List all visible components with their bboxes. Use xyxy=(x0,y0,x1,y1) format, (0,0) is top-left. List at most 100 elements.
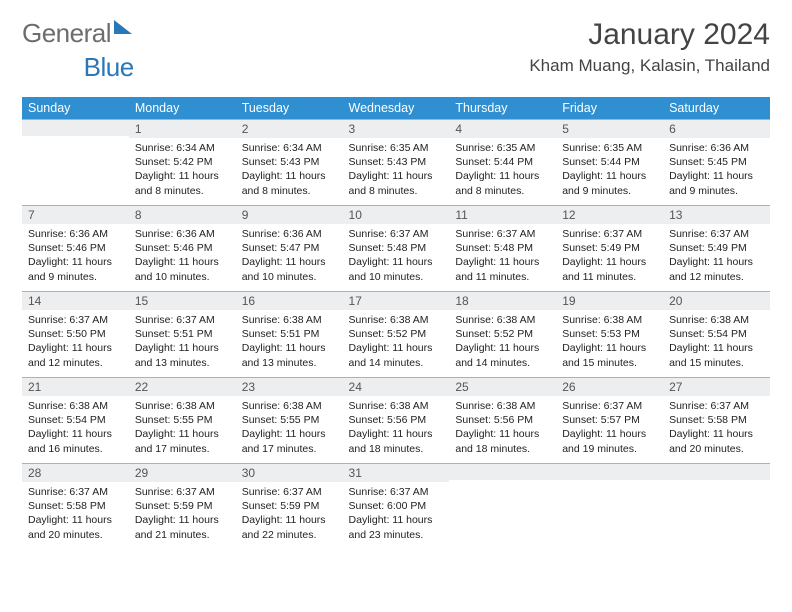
day-number: 23 xyxy=(236,377,343,396)
sunrise-text: Sunrise: 6:38 AM xyxy=(562,313,657,327)
sunset-text: Sunset: 5:53 PM xyxy=(562,327,657,341)
brand-sail-icon xyxy=(114,20,132,34)
calendar-day-cell: 16Sunrise: 6:38 AMSunset: 5:51 PMDayligh… xyxy=(236,291,343,377)
daylight-text: Daylight: 11 hours and 18 minutes. xyxy=(349,427,444,455)
sunrise-text: Sunrise: 6:35 AM xyxy=(562,141,657,155)
sunrise-text: Sunrise: 6:37 AM xyxy=(669,399,764,413)
day-number: 1 xyxy=(129,119,236,138)
day-details: Sunrise: 6:38 AMSunset: 5:55 PMDaylight:… xyxy=(236,396,343,460)
day-number: 6 xyxy=(663,119,770,138)
calendar-day-cell xyxy=(449,463,556,549)
daylight-text: Daylight: 11 hours and 8 minutes. xyxy=(242,169,337,197)
sunrise-text: Sunrise: 6:38 AM xyxy=(135,399,230,413)
daylight-text: Daylight: 11 hours and 10 minutes. xyxy=(242,255,337,283)
daylight-text: Daylight: 11 hours and 21 minutes. xyxy=(135,513,230,541)
day-details: Sunrise: 6:36 AMSunset: 5:46 PMDaylight:… xyxy=(22,224,129,288)
sunset-text: Sunset: 5:48 PM xyxy=(455,241,550,255)
calendar-day-cell: 18Sunrise: 6:38 AMSunset: 5:52 PMDayligh… xyxy=(449,291,556,377)
day-details: Sunrise: 6:37 AMSunset: 5:57 PMDaylight:… xyxy=(556,396,663,460)
sunrise-text: Sunrise: 6:37 AM xyxy=(242,485,337,499)
calendar-day-cell: 8Sunrise: 6:36 AMSunset: 5:46 PMDaylight… xyxy=(129,205,236,291)
daylight-text: Daylight: 11 hours and 20 minutes. xyxy=(28,513,123,541)
daylight-text: Daylight: 11 hours and 20 minutes. xyxy=(669,427,764,455)
calendar-day-cell: 24Sunrise: 6:38 AMSunset: 5:56 PMDayligh… xyxy=(343,377,450,463)
day-details: Sunrise: 6:37 AMSunset: 5:51 PMDaylight:… xyxy=(129,310,236,374)
sunset-text: Sunset: 5:43 PM xyxy=(349,155,444,169)
sunrise-text: Sunrise: 6:38 AM xyxy=(455,399,550,413)
day-number: 28 xyxy=(22,463,129,482)
sunset-text: Sunset: 5:59 PM xyxy=(135,499,230,513)
sunset-text: Sunset: 5:56 PM xyxy=(455,413,550,427)
day-details: Sunrise: 6:38 AMSunset: 5:51 PMDaylight:… xyxy=(236,310,343,374)
calendar-day-cell: 17Sunrise: 6:38 AMSunset: 5:52 PMDayligh… xyxy=(343,291,450,377)
day-details: Sunrise: 6:37 AMSunset: 5:58 PMDaylight:… xyxy=(663,396,770,460)
sunrise-text: Sunrise: 6:37 AM xyxy=(562,227,657,241)
calendar-week-row: 28Sunrise: 6:37 AMSunset: 5:58 PMDayligh… xyxy=(22,463,770,549)
sunrise-text: Sunrise: 6:35 AM xyxy=(349,141,444,155)
day-details: Sunrise: 6:38 AMSunset: 5:56 PMDaylight:… xyxy=(343,396,450,460)
daylight-text: Daylight: 11 hours and 14 minutes. xyxy=(349,341,444,369)
sunset-text: Sunset: 5:46 PM xyxy=(28,241,123,255)
day-number: 16 xyxy=(236,291,343,310)
location-subtitle: Kham Muang, Kalasin, Thailand xyxy=(529,56,770,76)
sunset-text: Sunset: 5:57 PM xyxy=(562,413,657,427)
sunrise-text: Sunrise: 6:37 AM xyxy=(562,399,657,413)
calendar-week-row: 21Sunrise: 6:38 AMSunset: 5:54 PMDayligh… xyxy=(22,377,770,463)
day-number xyxy=(22,119,129,136)
daylight-text: Daylight: 11 hours and 13 minutes. xyxy=(135,341,230,369)
day-details: Sunrise: 6:34 AMSunset: 5:43 PMDaylight:… xyxy=(236,138,343,202)
calendar-day-cell: 25Sunrise: 6:38 AMSunset: 5:56 PMDayligh… xyxy=(449,377,556,463)
sunset-text: Sunset: 5:55 PM xyxy=(242,413,337,427)
brand-text-general: General xyxy=(22,18,111,49)
sunrise-text: Sunrise: 6:37 AM xyxy=(135,313,230,327)
day-details: Sunrise: 6:38 AMSunset: 5:54 PMDaylight:… xyxy=(22,396,129,460)
sunrise-text: Sunrise: 6:36 AM xyxy=(135,227,230,241)
sunset-text: Sunset: 5:43 PM xyxy=(242,155,337,169)
day-details: Sunrise: 6:37 AMSunset: 5:59 PMDaylight:… xyxy=(129,482,236,546)
sunrise-text: Sunrise: 6:37 AM xyxy=(669,227,764,241)
calendar-day-cell: 19Sunrise: 6:38 AMSunset: 5:53 PMDayligh… xyxy=(556,291,663,377)
weekday-header: Friday xyxy=(556,97,663,119)
calendar-grid: Sunday Monday Tuesday Wednesday Thursday… xyxy=(22,97,770,549)
sunset-text: Sunset: 5:55 PM xyxy=(135,413,230,427)
calendar-day-cell: 2Sunrise: 6:34 AMSunset: 5:43 PMDaylight… xyxy=(236,119,343,205)
calendar-day-cell: 31Sunrise: 6:37 AMSunset: 6:00 PMDayligh… xyxy=(343,463,450,549)
day-details: Sunrise: 6:37 AMSunset: 6:00 PMDaylight:… xyxy=(343,482,450,546)
sunrise-text: Sunrise: 6:36 AM xyxy=(242,227,337,241)
sunrise-text: Sunrise: 6:37 AM xyxy=(349,227,444,241)
weekday-header: Thursday xyxy=(449,97,556,119)
brand-logo: General xyxy=(22,18,132,49)
day-details: Sunrise: 6:37 AMSunset: 5:50 PMDaylight:… xyxy=(22,310,129,374)
calendar-week-row: 14Sunrise: 6:37 AMSunset: 5:50 PMDayligh… xyxy=(22,291,770,377)
day-details: Sunrise: 6:38 AMSunset: 5:54 PMDaylight:… xyxy=(663,310,770,374)
day-details: Sunrise: 6:35 AMSunset: 5:44 PMDaylight:… xyxy=(449,138,556,202)
daylight-text: Daylight: 11 hours and 10 minutes. xyxy=(135,255,230,283)
calendar-day-cell: 29Sunrise: 6:37 AMSunset: 5:59 PMDayligh… xyxy=(129,463,236,549)
daylight-text: Daylight: 11 hours and 22 minutes. xyxy=(242,513,337,541)
sunrise-text: Sunrise: 6:38 AM xyxy=(669,313,764,327)
sunrise-text: Sunrise: 6:37 AM xyxy=(349,485,444,499)
daylight-text: Daylight: 11 hours and 11 minutes. xyxy=(455,255,550,283)
sunrise-text: Sunrise: 6:35 AM xyxy=(455,141,550,155)
day-details: Sunrise: 6:38 AMSunset: 5:55 PMDaylight:… xyxy=(129,396,236,460)
day-number: 10 xyxy=(343,205,450,224)
day-number: 25 xyxy=(449,377,556,396)
daylight-text: Daylight: 11 hours and 19 minutes. xyxy=(562,427,657,455)
day-details: Sunrise: 6:36 AMSunset: 5:45 PMDaylight:… xyxy=(663,138,770,202)
calendar-week-row: 7Sunrise: 6:36 AMSunset: 5:46 PMDaylight… xyxy=(22,205,770,291)
calendar-day-cell: 4Sunrise: 6:35 AMSunset: 5:44 PMDaylight… xyxy=(449,119,556,205)
sunset-text: Sunset: 5:48 PM xyxy=(349,241,444,255)
calendar-week-row: 1Sunrise: 6:34 AMSunset: 5:42 PMDaylight… xyxy=(22,119,770,205)
calendar-body: 1Sunrise: 6:34 AMSunset: 5:42 PMDaylight… xyxy=(22,119,770,549)
calendar-day-cell xyxy=(556,463,663,549)
calendar-day-cell: 7Sunrise: 6:36 AMSunset: 5:46 PMDaylight… xyxy=(22,205,129,291)
day-number xyxy=(556,463,663,480)
day-number: 29 xyxy=(129,463,236,482)
sunset-text: Sunset: 5:50 PM xyxy=(28,327,123,341)
day-details: Sunrise: 6:36 AMSunset: 5:47 PMDaylight:… xyxy=(236,224,343,288)
sunrise-text: Sunrise: 6:37 AM xyxy=(455,227,550,241)
day-details: Sunrise: 6:35 AMSunset: 5:44 PMDaylight:… xyxy=(556,138,663,202)
day-number: 14 xyxy=(22,291,129,310)
calendar-day-cell: 9Sunrise: 6:36 AMSunset: 5:47 PMDaylight… xyxy=(236,205,343,291)
sunset-text: Sunset: 5:59 PM xyxy=(242,499,337,513)
